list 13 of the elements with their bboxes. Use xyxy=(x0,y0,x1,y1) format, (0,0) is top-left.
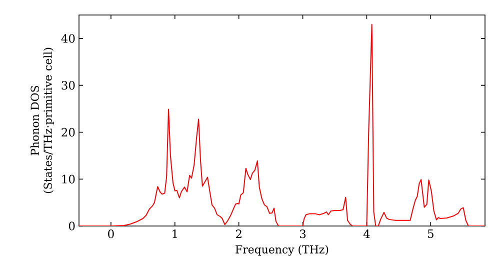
x-tick-label: 0 xyxy=(108,230,114,238)
x-tick-label: 3 xyxy=(300,230,306,238)
y-tick-label: 0 xyxy=(68,222,75,230)
x-tick-label: 5 xyxy=(428,230,434,238)
y-tick-label: 10 xyxy=(62,174,75,184)
y-tick-label: 30 xyxy=(62,81,75,90)
y-tick-label: 40 xyxy=(61,34,75,43)
x-tick-label: 4 xyxy=(363,230,370,238)
x-tick-label: 1 xyxy=(172,230,177,238)
y-axis-title: Phonon DOS (States/THz·primitive cell) xyxy=(30,48,54,194)
y-tick-label: 20 xyxy=(62,128,75,137)
x-axis-title: Frequency (THz) xyxy=(236,245,328,256)
x-tick-label: 2 xyxy=(236,230,242,238)
